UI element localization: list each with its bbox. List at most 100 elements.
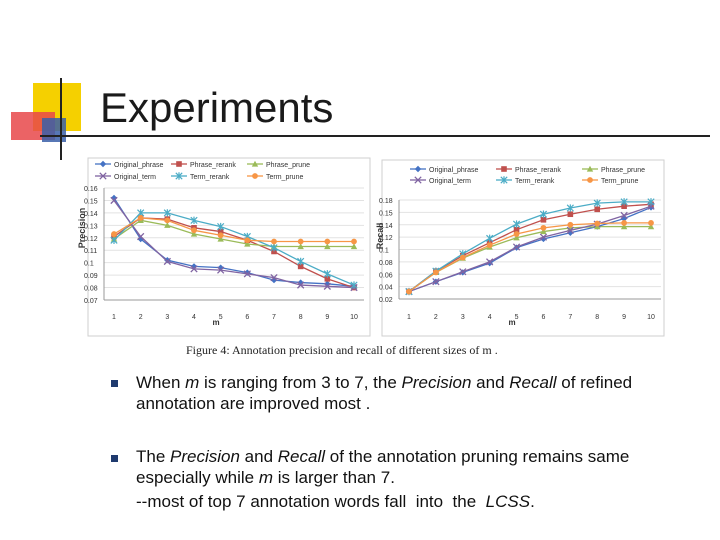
chart1-xtick-label: 8 xyxy=(299,314,303,321)
chart1-point-Phrase_prune xyxy=(244,240,251,247)
chart1-xtick-label: 3 xyxy=(165,314,169,321)
chart2-legend-marker xyxy=(586,165,594,172)
chart1-legend-label: Original_phrase xyxy=(114,162,164,169)
chart1-legend-label: Term_prune xyxy=(266,174,303,181)
chart2-ytick-label: 0.08 xyxy=(379,260,393,267)
chart2-xtick-label: 6 xyxy=(541,314,545,321)
chart2-xtick-label: 3 xyxy=(461,314,465,321)
chart2-point-Term_rerank xyxy=(566,204,574,212)
chart1-point-Phrase_rerank xyxy=(297,263,304,270)
chart1-xlabel: m xyxy=(212,318,219,327)
chart1-xtick-label: 7 xyxy=(272,314,276,321)
chart2-legend-label: Term_prune xyxy=(601,178,638,185)
chart2-point-Original_term xyxy=(486,258,494,266)
chart1-ytick-label: 0.14 xyxy=(84,211,98,218)
chart2-xtick-label: 2 xyxy=(434,314,438,321)
chart2-legend-label: Phrase_rerank xyxy=(515,167,561,174)
chart2-point-Phrase_prune xyxy=(513,234,520,241)
chart1-xtick-label: 9 xyxy=(325,314,329,321)
chart2-xtick-label: 7 xyxy=(568,314,572,321)
chart2-legend-marker xyxy=(501,166,507,172)
slide-title: Experiments xyxy=(100,84,334,131)
chart1-point-Original_term xyxy=(270,273,278,282)
chart2-point-Term_prune xyxy=(621,219,628,226)
chart1-legend-marker xyxy=(99,172,107,180)
chart2-series-line-Term_prune xyxy=(408,222,651,293)
chart2-point-Original_term xyxy=(459,268,467,276)
chart1-xtick-label: 5 xyxy=(219,314,223,321)
chart2-point-Term_rerank xyxy=(620,198,628,206)
chart1-ytick-label: 0.1 xyxy=(84,261,94,268)
chart1-point-Phrase_prune xyxy=(297,243,304,250)
chart1-point-Term_prune xyxy=(271,238,277,245)
chart1-ytick-label: 0.16 xyxy=(84,186,98,193)
bullet-marker-2 xyxy=(111,455,118,462)
chart1-legend-marker xyxy=(176,161,182,167)
bullet-text-1: When m is ranging from 3 to 7, the Preci… xyxy=(136,372,696,414)
chart1-point-Original_phrase xyxy=(190,263,198,270)
bullet-1-part-4: Precision xyxy=(401,373,472,392)
chart2-point-Term_prune xyxy=(513,231,520,237)
chart1-point-Phrase_prune xyxy=(350,243,358,250)
bullet-2-part-5: of the annotation pruning remains same e… xyxy=(136,447,635,487)
chart1-point-Original_term xyxy=(110,196,118,205)
chart1-legend-marker xyxy=(251,160,259,167)
chart1-point-Original_term xyxy=(323,282,331,290)
chart2-series-line-Original_term xyxy=(408,205,652,293)
chart2-legend-marker xyxy=(414,176,422,184)
chart1-point-Term_prune xyxy=(191,227,197,234)
chart1-point-Phrase_prune xyxy=(324,243,331,250)
chart2-point-Term_prune xyxy=(540,224,547,231)
chart1-xtick-label: 10 xyxy=(350,314,358,321)
bullet-1-part-3: is ranging from 3 to 7, the xyxy=(199,373,402,392)
chart2-ytick-label: 0.04 xyxy=(379,285,393,292)
chart2-point-Term_prune xyxy=(432,269,439,276)
chart2-legend-marker xyxy=(587,177,593,183)
chart1-point-Term_rerank xyxy=(190,216,198,225)
chart1-point-Term_prune xyxy=(111,231,117,237)
chart1-point-Phrase_rerank xyxy=(271,248,277,255)
chart2-ytick-label: 0.1 xyxy=(379,248,389,255)
chart2-xtick-label: 1 xyxy=(407,314,411,321)
chart2-point-Phrase_prune xyxy=(647,223,655,230)
chart2-point-Phrase_rerank xyxy=(513,226,520,233)
chart2-point-Phrase_rerank xyxy=(621,203,627,209)
chart1-point-Phrase_prune xyxy=(217,235,224,242)
chart1-legend-label: Original_term xyxy=(114,174,156,181)
chart1-ytick-label: 0.15 xyxy=(84,198,98,205)
chart1-point-Term_prune xyxy=(324,238,331,245)
chart1-legend-label: Phrase_rerank xyxy=(190,162,236,169)
chart1-point-Term_rerank xyxy=(270,244,278,252)
chart2-point-Term_prune xyxy=(459,254,466,261)
bullet-2-part-3: and xyxy=(239,447,278,466)
chart1-ytick-label: 0.09 xyxy=(84,273,98,280)
bullet-2-part-1: The xyxy=(136,447,171,466)
chart2-xtick-label: 9 xyxy=(622,314,626,321)
chart1-ytick-label: 0.07 xyxy=(84,298,98,305)
chart1-point-Term_rerank xyxy=(163,209,171,217)
sub-line-emph: LCSS xyxy=(485,492,531,511)
chart2-frame xyxy=(381,159,665,337)
bullet-2-part-7: is larger than 7. xyxy=(273,468,395,487)
chart2-point-Term_rerank xyxy=(593,199,601,207)
bullet-2-part-6: m xyxy=(258,468,274,487)
chart1-series-line-Term_prune xyxy=(113,217,354,243)
chart2-point-Term_prune xyxy=(567,221,574,228)
chart2-point-Term_prune xyxy=(594,220,601,227)
chart2-ytick-label: 0.02 xyxy=(379,297,393,304)
chart1-point-Term_rerank xyxy=(350,281,358,289)
chart1-legend-marker xyxy=(175,172,183,180)
chart2-point-Original_term xyxy=(432,278,440,286)
chart2-point-Phrase_rerank xyxy=(540,217,547,223)
chart1-ytick-label: 0.11 xyxy=(84,248,97,255)
chart1-point-Phrase_prune xyxy=(164,222,171,228)
chart2-ytick-label: 0.15 xyxy=(379,210,393,217)
chart2-legend-marker xyxy=(414,165,422,173)
chart1-ylabel: Precision xyxy=(77,208,87,249)
chart1-point-Original_term xyxy=(190,265,198,273)
chart2-point-Phrase_prune xyxy=(620,223,628,230)
chart2-point-Term_prune xyxy=(648,219,654,226)
chart2-ytick-label: 0.18 xyxy=(379,198,393,205)
accent-vertical-line xyxy=(60,78,62,160)
bullet-1-part-1: When xyxy=(136,373,186,392)
